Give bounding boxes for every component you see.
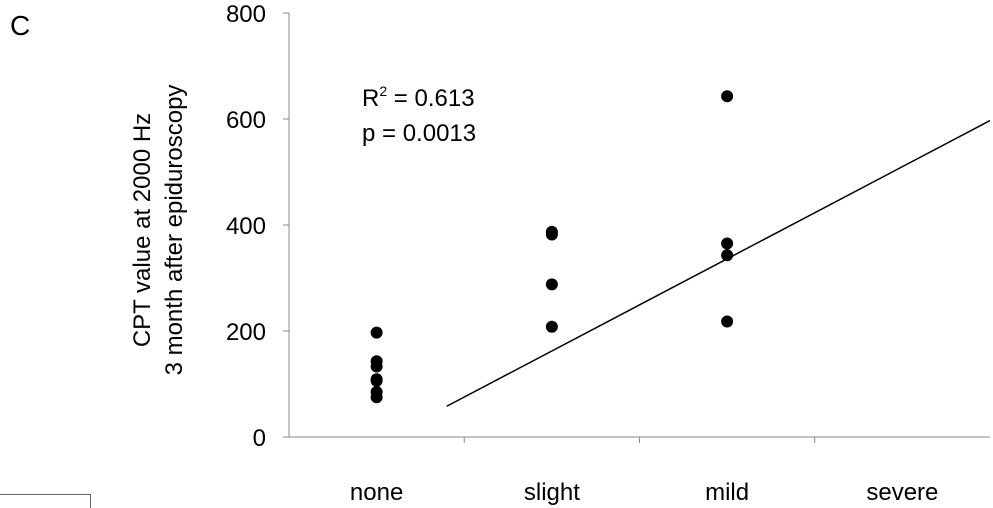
- x-tick-label: slight: [524, 479, 580, 506]
- data-point: [721, 249, 734, 262]
- y-axis-title-line-1: CPT value at 2000 Hz: [129, 113, 156, 347]
- trendline: [446, 119, 991, 407]
- y-tick-label: 800: [226, 1, 266, 28]
- y-axis-ticks: 0 200 400 600 800: [226, 1, 289, 452]
- data-point: [370, 326, 383, 339]
- data-points: [370, 90, 734, 404]
- r-squared-annotation: R2 = 0.613: [362, 83, 475, 112]
- y-tick-label: 600: [226, 107, 266, 134]
- panel-label: C: [10, 10, 31, 41]
- y-axis-title-line-2: 3 month after epiduroscopy: [161, 85, 188, 376]
- y-axis-title: CPT value at 2000 Hz 3 month after epidu…: [129, 85, 188, 376]
- p-value-annotation: p = 0.0013: [362, 120, 476, 147]
- data-point: [370, 374, 383, 387]
- data-point: [370, 360, 383, 373]
- data-point: [370, 391, 383, 404]
- trendline-group: [446, 119, 991, 407]
- y-tick-label: 400: [226, 213, 266, 240]
- x-tick-label: severe: [866, 479, 938, 506]
- y-tick-label: 200: [226, 319, 266, 346]
- data-point: [545, 320, 558, 333]
- data-point: [545, 228, 558, 241]
- data-point: [721, 237, 734, 250]
- data-point: [545, 278, 558, 291]
- x-tick-label: none: [350, 479, 403, 506]
- x-tick-label: mild: [705, 479, 749, 506]
- caption-rule: [0, 494, 90, 495]
- axes: [288, 13, 990, 438]
- x-axis-ticks: none slight mild severe: [350, 437, 938, 506]
- caption-rule-edge: [90, 494, 91, 508]
- y-tick-label: 0: [253, 425, 266, 452]
- data-point: [721, 315, 734, 328]
- data-point: [721, 90, 734, 103]
